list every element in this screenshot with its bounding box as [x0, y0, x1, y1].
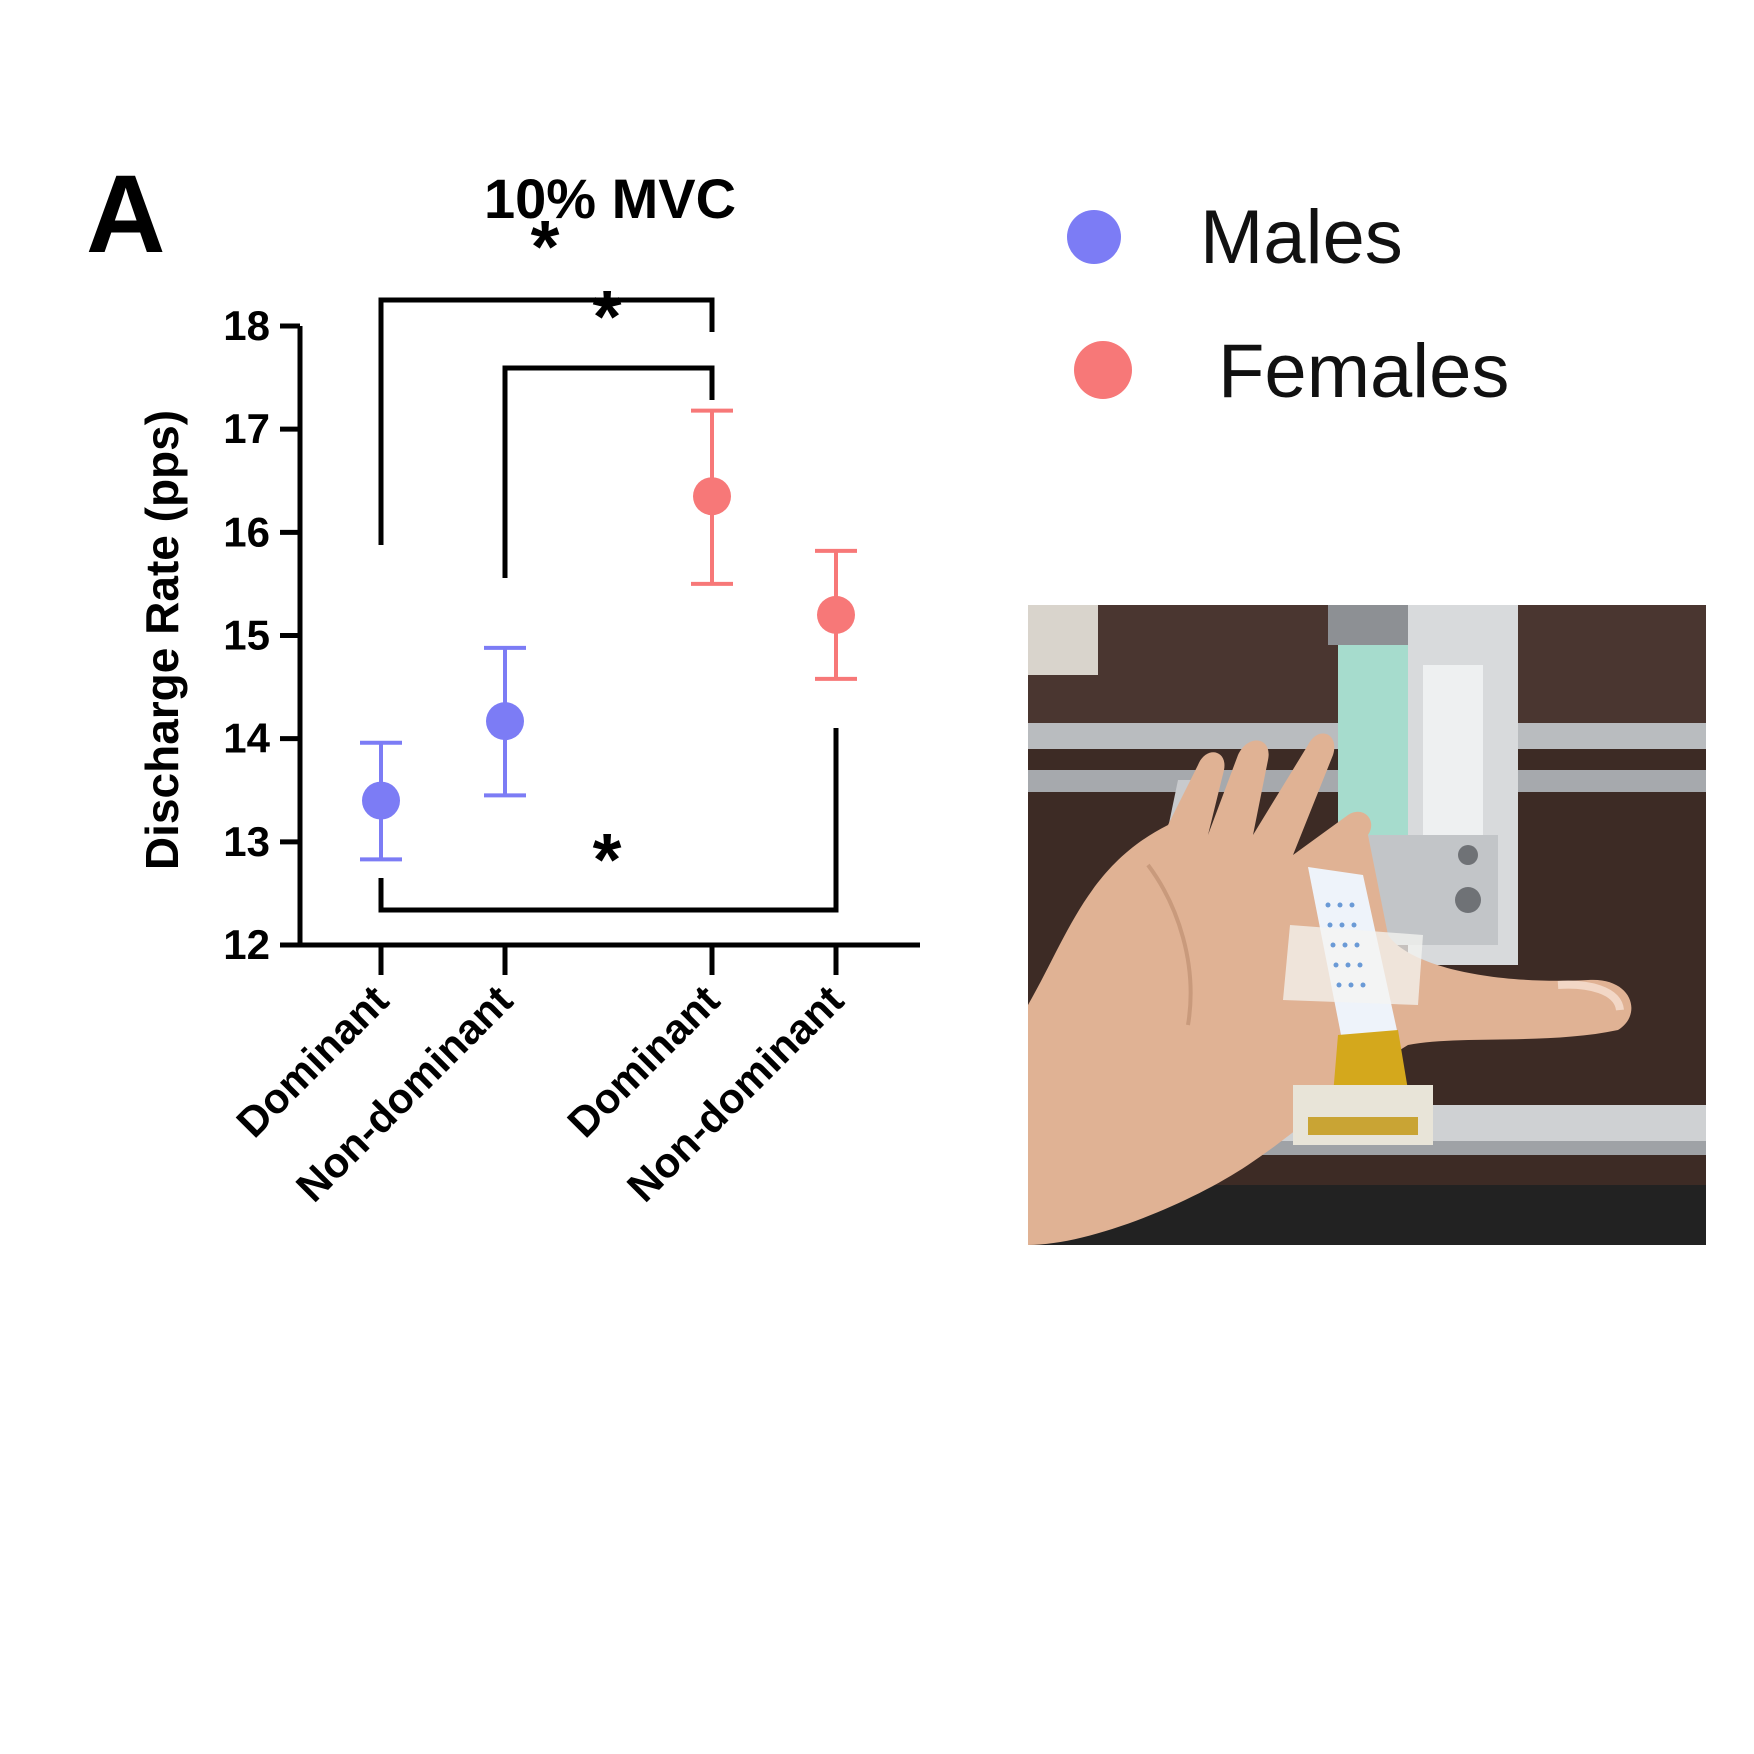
legend-label-males: Males: [1200, 195, 1403, 280]
legend-marker-males: [1067, 210, 1121, 264]
y-tick-label: 14: [223, 715, 270, 762]
panel-label: A: [86, 153, 166, 276]
significance-star: *: [531, 205, 560, 288]
y-tick-label: 15: [223, 612, 270, 659]
data-marks: [360, 408, 857, 862]
significance-bracket: [378, 297, 715, 545]
y-tick-label: 12: [223, 921, 270, 968]
legend-marker-females: [1074, 341, 1132, 399]
significance-bracket: [502, 365, 715, 578]
legend-label-females: Females: [1218, 329, 1510, 414]
y-axis-label: Discharge Rate (pps): [136, 410, 188, 870]
data-point: [693, 477, 731, 516]
chart-title: 10% MVC: [484, 167, 736, 230]
y-tick-label: 18: [223, 302, 270, 349]
significance-star: *: [593, 275, 622, 358]
data-point: [362, 781, 400, 820]
significance-bracket: [378, 728, 839, 913]
data-point: [817, 595, 855, 634]
data-point: [486, 702, 524, 741]
significance-star: *: [593, 818, 622, 901]
y-tick-label: 13: [223, 818, 270, 865]
y-tick-label: 16: [223, 508, 270, 555]
significance-brackets: * * *: [378, 205, 839, 913]
y-tick-label: 17: [223, 405, 270, 452]
experiment-photo: [1028, 605, 1706, 1245]
